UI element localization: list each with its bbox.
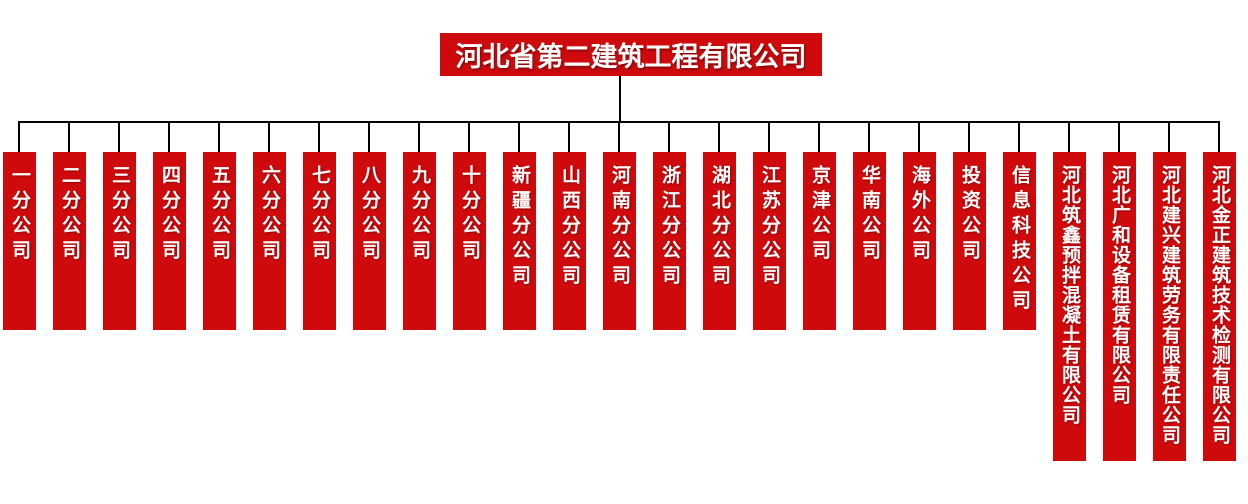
- company-label: 河北金正建筑技术检测有限公司: [1209, 165, 1231, 445]
- company-label: 三分公司: [109, 165, 131, 265]
- org-row: 一分公司 二分公司 三分公司 四分公司 五分公司 六分公司 七分公司 八分公司 九分公司 十分公司…: [3, 121, 1236, 461]
- root-company-label: 河北省第二建筑工程有限公司: [455, 42, 807, 73]
- org-box: 十分公司: [453, 121, 486, 330]
- company-label: 山西分公司: [559, 165, 581, 290]
- org-box: 河北广和设备租赁有限公司: [1103, 121, 1136, 461]
- company-label: 海外公司: [909, 165, 931, 265]
- org-box: 河北金正建筑技术检测有限公司: [1203, 121, 1236, 461]
- company-label: 四分公司: [159, 165, 181, 265]
- org-box: 八分公司: [353, 121, 386, 330]
- company-label: 江苏分公司: [759, 165, 781, 290]
- org-box: 海外公司: [903, 121, 936, 330]
- company-label: 京津公司: [809, 165, 831, 265]
- root-company-box: 河北省第二建筑工程有限公司: [440, 33, 822, 76]
- company-label: 浙江分公司: [659, 165, 681, 290]
- connector-trunk-line: [619, 76, 621, 122]
- company-label: 河北建兴建筑劳务有限责任公司: [1159, 165, 1181, 445]
- company-label: 六分公司: [259, 165, 281, 265]
- company-label: 十分公司: [459, 165, 481, 265]
- org-box: 江苏分公司: [753, 121, 786, 330]
- company-label: 华南公司: [859, 165, 881, 265]
- org-box: 京津公司: [803, 121, 836, 330]
- org-box: 湖北分公司: [703, 121, 736, 330]
- company-label: 一分公司: [9, 165, 31, 265]
- company-label: 新疆分公司: [509, 165, 531, 290]
- company-label: 五分公司: [209, 165, 231, 265]
- org-box: 四分公司: [153, 121, 186, 330]
- org-box: 六分公司: [253, 121, 286, 330]
- company-label: 河北广和设备租赁有限公司: [1109, 165, 1131, 405]
- company-label: 七分公司: [309, 165, 331, 265]
- org-box: 信息科技公司: [1003, 121, 1036, 330]
- company-label: 八分公司: [359, 165, 381, 265]
- org-box: 投资公司: [953, 121, 986, 330]
- org-box: 三分公司: [103, 121, 136, 330]
- org-box: 华南公司: [853, 121, 886, 330]
- org-box: 新疆分公司: [503, 121, 536, 330]
- org-box: 九分公司: [403, 121, 436, 330]
- org-box: 二分公司: [53, 121, 86, 330]
- org-box: 浙江分公司: [653, 121, 686, 330]
- company-label: 二分公司: [59, 165, 81, 265]
- org-box: 五分公司: [203, 121, 236, 330]
- org-box: 河北建兴建筑劳务有限责任公司: [1153, 121, 1186, 461]
- company-label: 投资公司: [959, 165, 981, 265]
- org-box: 河南分公司: [603, 121, 636, 330]
- company-label: 河北筑鑫预拌混凝土有限公司: [1059, 165, 1081, 425]
- company-label: 九分公司: [409, 165, 431, 265]
- org-box: 河北筑鑫预拌混凝土有限公司: [1053, 121, 1086, 461]
- company-label: 河南分公司: [609, 165, 631, 290]
- company-label: 信息科技公司: [1009, 165, 1031, 315]
- org-box: 一分公司: [3, 121, 36, 330]
- org-box: 山西分公司: [553, 121, 586, 330]
- org-box: 七分公司: [303, 121, 336, 330]
- company-label: 湖北分公司: [709, 165, 731, 290]
